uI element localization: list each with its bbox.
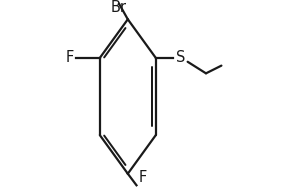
- Text: Br: Br: [111, 0, 127, 15]
- Text: F: F: [65, 50, 74, 65]
- Text: F: F: [138, 170, 147, 185]
- Text: S: S: [176, 50, 186, 65]
